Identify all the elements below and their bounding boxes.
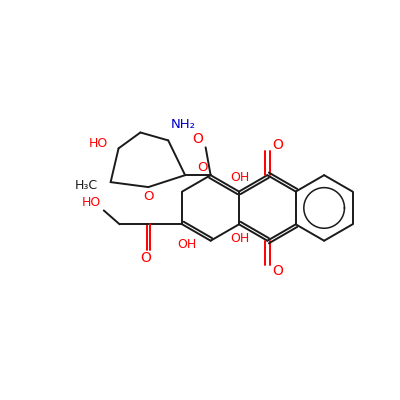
Text: O: O	[143, 190, 154, 202]
Text: HO: HO	[82, 196, 102, 209]
Text: H₃C: H₃C	[75, 179, 98, 192]
Text: O: O	[198, 161, 208, 174]
Text: O: O	[272, 138, 283, 152]
Text: OH: OH	[178, 238, 197, 251]
Text: O: O	[140, 251, 151, 265]
Text: OH: OH	[230, 232, 250, 245]
Text: NH₂: NH₂	[171, 118, 196, 131]
Text: HO: HO	[89, 137, 108, 150]
Text: O: O	[272, 264, 283, 278]
Text: OH: OH	[230, 171, 250, 184]
Text: O: O	[192, 132, 203, 146]
